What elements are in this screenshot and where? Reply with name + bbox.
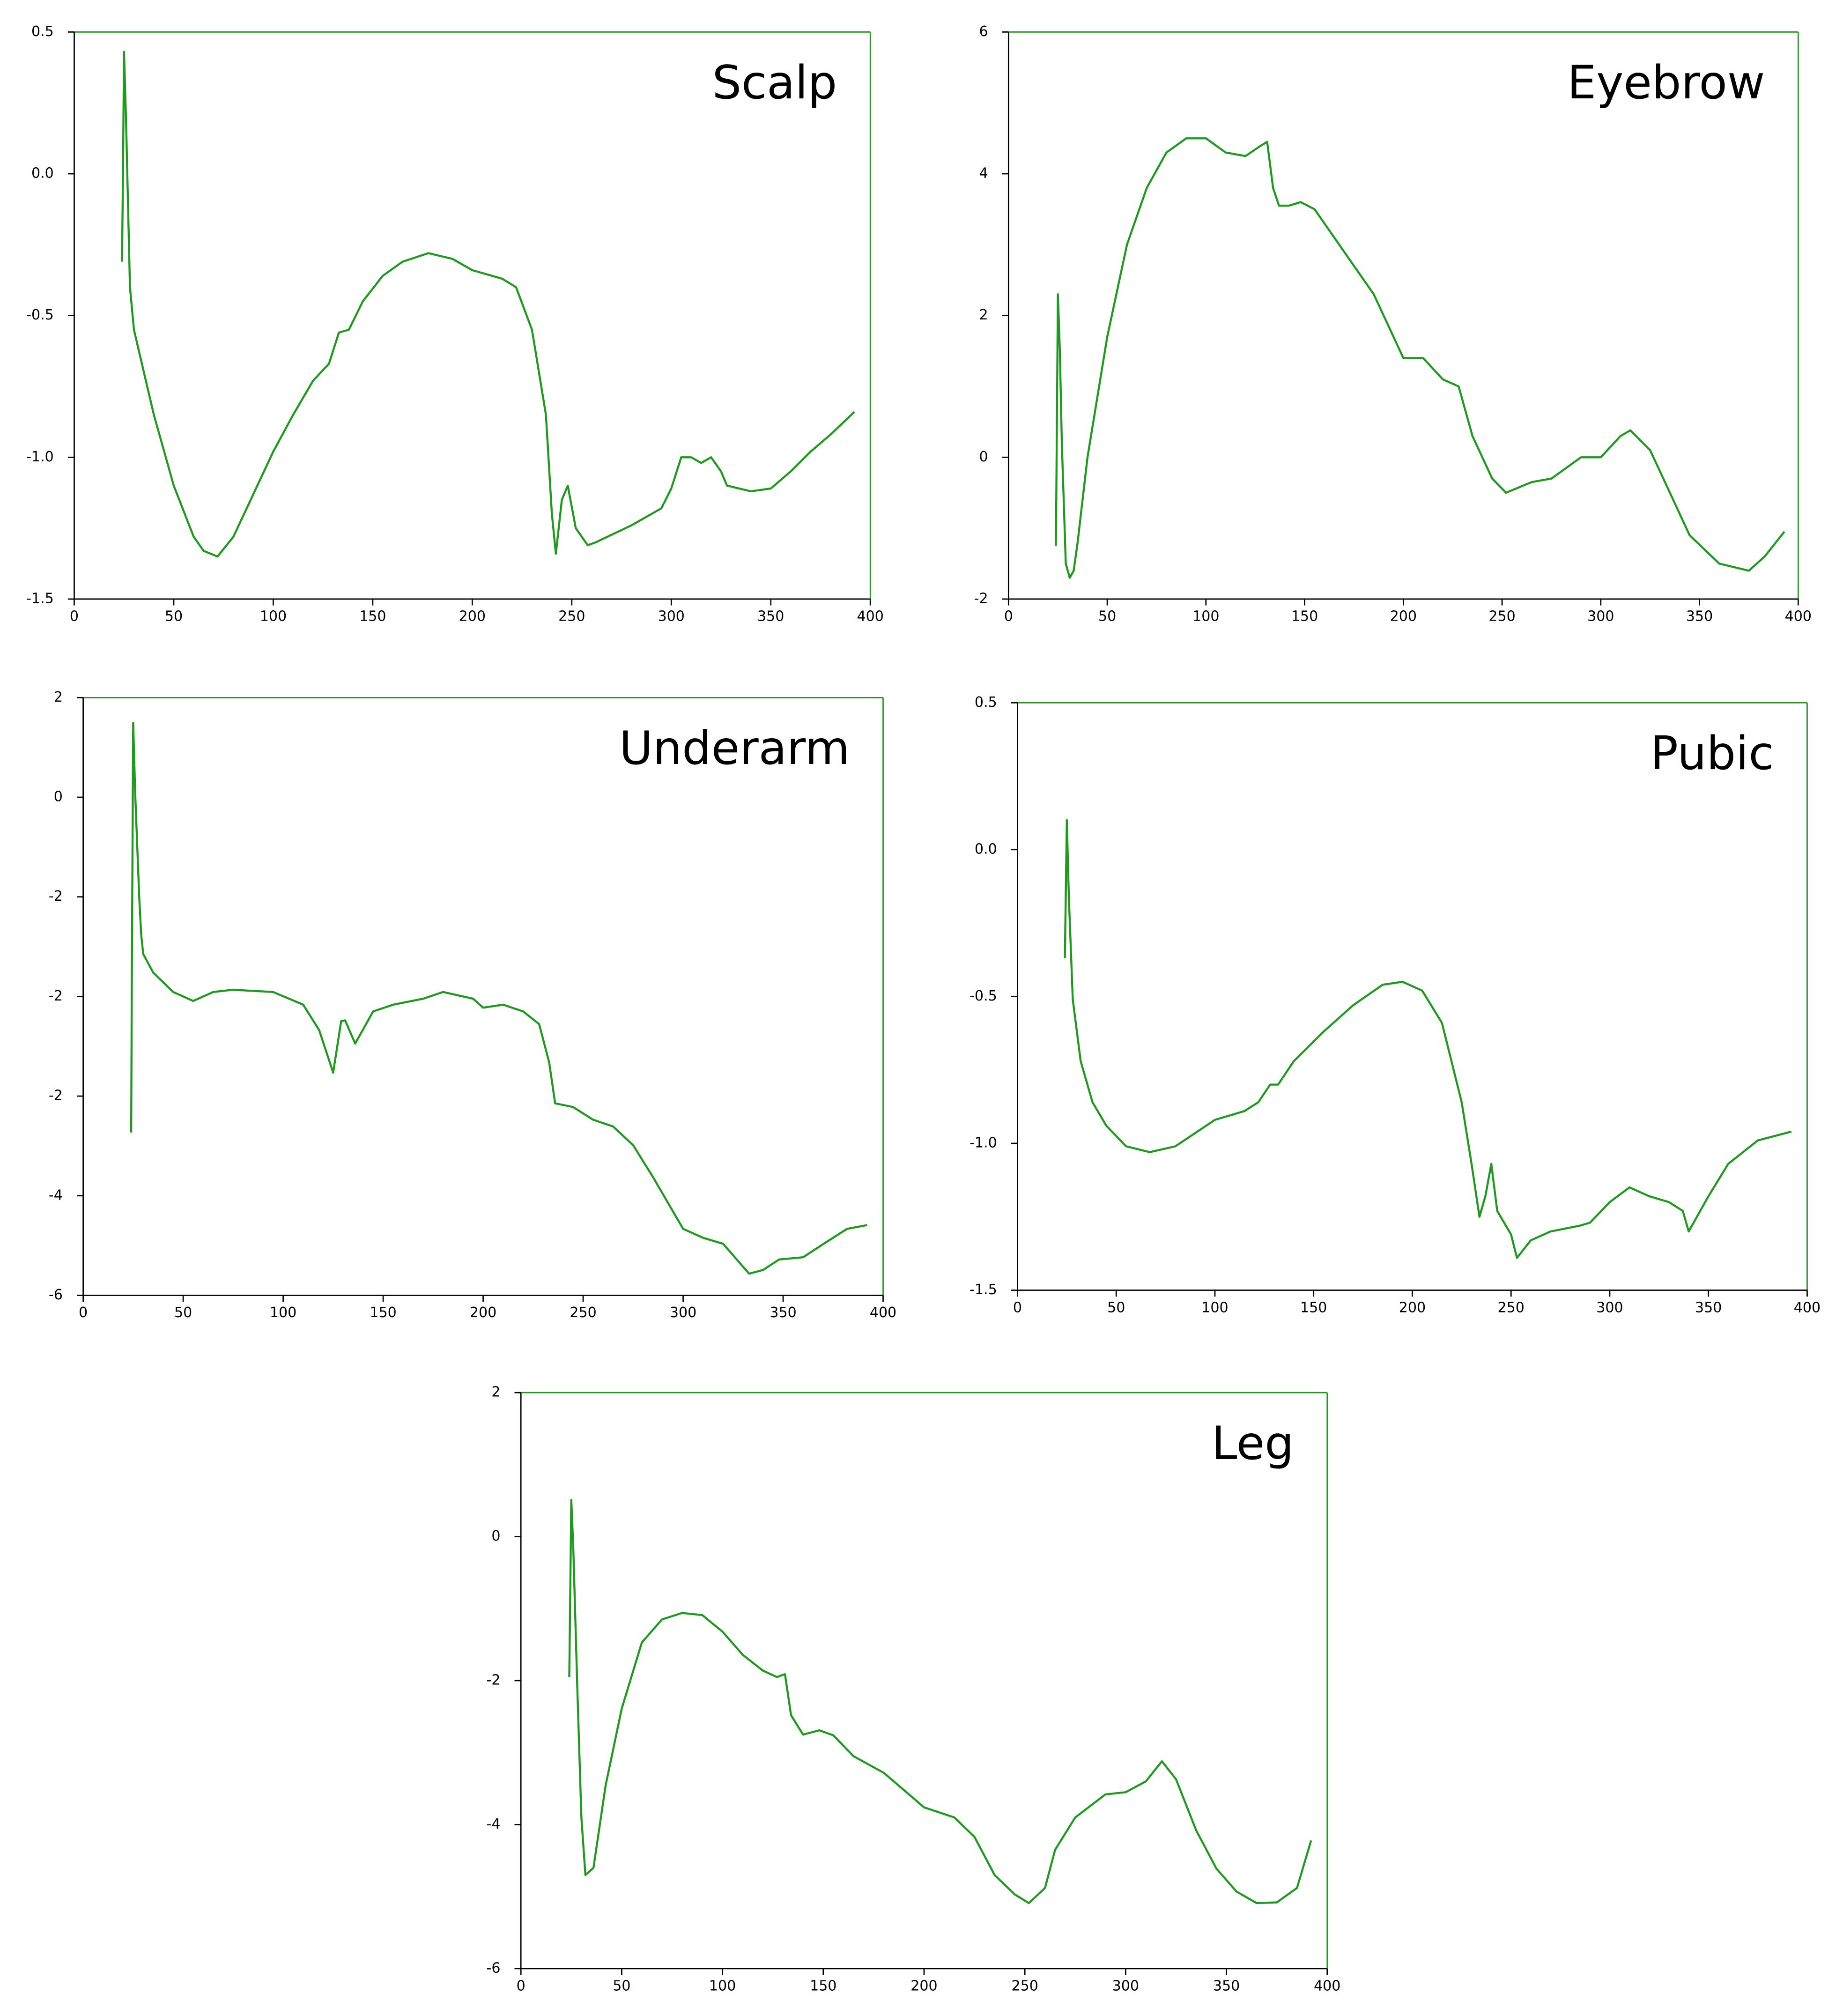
data-line xyxy=(1064,819,1792,1259)
x-tick-label: 300 xyxy=(1596,1299,1623,1316)
x-tick-label: 200 xyxy=(470,1304,496,1321)
data-line xyxy=(1055,137,1785,579)
x-tick-label: 200 xyxy=(1390,608,1417,625)
x-tick-label: 100 xyxy=(260,608,287,625)
x-tick-label: 300 xyxy=(670,1304,696,1321)
x-tick-label: 0 xyxy=(70,608,79,625)
y-tick-label: 2 xyxy=(54,689,63,705)
y-tick-label: -2 xyxy=(486,1672,500,1689)
x-tick-label: 400 xyxy=(857,608,884,625)
chart: 0.5 0.0 -0.5 -1.0 -1.5 0 50 100 150 200 250 300 350 4… xyxy=(26,23,884,625)
x-tick-label: 300 xyxy=(658,608,685,625)
x-tick-label: 150 xyxy=(370,1304,396,1321)
x-tick-label: 350 xyxy=(1213,1978,1240,1994)
x-tick-label: 100 xyxy=(1201,1299,1228,1316)
x-tick-label: 250 xyxy=(1011,1978,1038,1994)
chart-title: Underarm xyxy=(619,722,850,775)
y-tick-label: 6 xyxy=(979,23,988,40)
y-tick-label: -1.5 xyxy=(970,1282,997,1298)
y-tick-label: -2 xyxy=(49,888,63,904)
x-tick-label: 150 xyxy=(359,608,386,625)
y-tick-label: -4 xyxy=(486,1816,500,1832)
x-tick-label: 0 xyxy=(1004,608,1013,625)
y-tick-label: 2 xyxy=(979,307,988,323)
y-tick-label: 0 xyxy=(491,1528,500,1544)
y-tick-label: 0 xyxy=(979,449,988,465)
x-tick-label: 200 xyxy=(1399,1299,1426,1316)
y-tick-label: 0 xyxy=(54,789,63,805)
chart: 6 4 2 0 -2 0 50 100 150 200 250 300 350 400 Eyebrow xyxy=(974,23,1812,625)
y-tick-label: -1.0 xyxy=(970,1134,997,1151)
data-line xyxy=(130,722,867,1275)
data-line xyxy=(121,51,855,558)
x-tick-label: 350 xyxy=(770,1304,796,1321)
x-tick-label: 0 xyxy=(1013,1299,1022,1316)
x-tick-label: 300 xyxy=(1112,1978,1139,1994)
chart-title: Eyebrow xyxy=(1567,56,1765,110)
x-tick-label: 100 xyxy=(1192,608,1219,625)
y-tick-label: 0.0 xyxy=(975,841,997,857)
x-tick-label: 100 xyxy=(709,1978,736,1994)
data-line xyxy=(568,1498,1312,1905)
y-tick-label: -6 xyxy=(486,1960,500,1976)
x-tick-label: 300 xyxy=(1587,608,1614,625)
y-tick-label: -4 xyxy=(49,1187,63,1203)
x-tick-label: 350 xyxy=(1695,1299,1722,1316)
y-tick-label: -1.5 xyxy=(26,590,54,607)
x-tick-label: 50 xyxy=(165,608,183,625)
y-tick-label: -2 xyxy=(49,1088,63,1104)
chart-title: Leg xyxy=(1212,1417,1294,1470)
x-tick-label: 400 xyxy=(1785,608,1812,625)
chart: 2 0 -2 -2 -2 -4 -6 0 50 100 150 200 250 300 350 400 Unde… xyxy=(49,689,896,1321)
x-tick-label: 150 xyxy=(810,1978,836,1994)
x-tick-label: 50 xyxy=(174,1304,192,1321)
x-tick-label: 400 xyxy=(1794,1299,1821,1316)
y-tick-label: -2 xyxy=(974,590,988,607)
y-tick-label: 0.5 xyxy=(31,23,54,40)
x-tick-label: 50 xyxy=(613,1978,630,1994)
chart-title: Scalp xyxy=(712,56,837,110)
x-tick-label: 150 xyxy=(1291,608,1318,625)
x-tick-label: 200 xyxy=(910,1978,937,1994)
x-tick-label: 250 xyxy=(1488,608,1515,625)
x-tick-label: 200 xyxy=(459,608,486,625)
chart: 2 0 -2 -4 -6 0 50 100 150 200 250 300 350 400 Leg xyxy=(486,1384,1340,1994)
y-tick-label: -2 xyxy=(49,988,63,1004)
x-tick-label: 250 xyxy=(570,1304,596,1321)
y-tick-label: 2 xyxy=(491,1384,500,1401)
x-tick-label: 400 xyxy=(1314,1978,1340,1994)
y-tick-label: -1.0 xyxy=(26,449,54,465)
x-tick-label: 100 xyxy=(270,1304,296,1321)
chart: 0.5 0.0 -0.5 -1.0 -1.5 0 50 100 150 200 250 300 350 4… xyxy=(970,694,1821,1316)
y-tick-label: -0.5 xyxy=(26,307,54,323)
y-tick-label: 4 xyxy=(979,165,988,182)
y-tick-label: -0.5 xyxy=(970,988,997,1004)
x-tick-label: 350 xyxy=(757,608,784,625)
y-tick-label: 0.0 xyxy=(31,165,54,182)
x-tick-label: 400 xyxy=(870,1304,896,1321)
x-tick-label: 50 xyxy=(1098,608,1116,625)
y-tick-label: 0.5 xyxy=(975,694,997,711)
x-tick-label: 250 xyxy=(558,608,585,625)
chart-title: Pubic xyxy=(1651,727,1774,780)
x-tick-label: 0 xyxy=(79,1304,88,1321)
x-tick-label: 150 xyxy=(1300,1299,1327,1316)
x-tick-label: 0 xyxy=(517,1978,526,1994)
x-tick-label: 250 xyxy=(1498,1299,1525,1316)
y-tick-label: -6 xyxy=(49,1287,63,1303)
x-tick-label: 350 xyxy=(1686,608,1713,625)
x-tick-label: 50 xyxy=(1107,1299,1125,1316)
